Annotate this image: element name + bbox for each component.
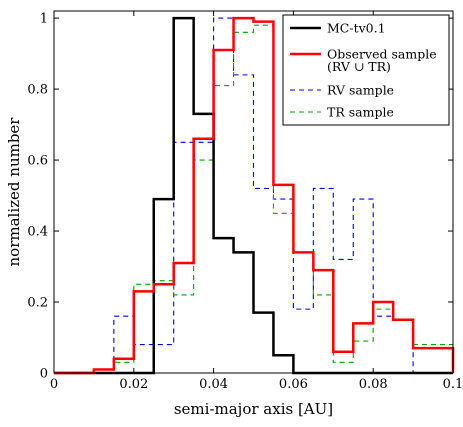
plot-frame	[53, 10, 454, 374]
x-tick-label: 0.08	[359, 377, 388, 392]
legend-label-mc: MC-tv0.1	[327, 21, 386, 36]
x-tick-label: 0.04	[199, 377, 228, 392]
x-tick-label: 0.02	[119, 377, 148, 392]
legend-label-rv: RV sample	[327, 83, 394, 98]
series-tr-step-line	[54, 24, 454, 374]
y-tick-label: 0.4	[27, 225, 48, 240]
x-axis-label: semi-major axis [AU]	[174, 400, 333, 418]
series-observed-step-line	[54, 16, 455, 375]
legend-label-observed: Observed sample	[327, 47, 437, 62]
y-tick-label: 0.2	[27, 296, 48, 311]
x-tick-label: 0.06	[279, 377, 308, 392]
y-tick-label: 0.8	[27, 83, 48, 98]
y-tick-label: 0	[40, 367, 48, 382]
legend-label-observed-line2: (RV ∪ TR)	[327, 59, 391, 74]
y-tick-label: 0.6	[27, 154, 48, 169]
x-tick-label: 0	[50, 377, 58, 392]
x-tick-label: 0.1	[443, 377, 463, 392]
legend-label-tr: TR sample	[327, 105, 394, 120]
y-tick-label: 1	[40, 12, 48, 27]
legend: MC-tv0.1 Observed sample (RV ∪ TR) RV sa…	[282, 14, 450, 126]
legend-box	[282, 14, 450, 126]
y-axis-label: normalized number	[5, 117, 23, 267]
tick-layer: 0 0.02 0.04 0.06 0.08 0.1 0 0.2 0.4 0.6 0.8 1	[27, 11, 463, 392]
